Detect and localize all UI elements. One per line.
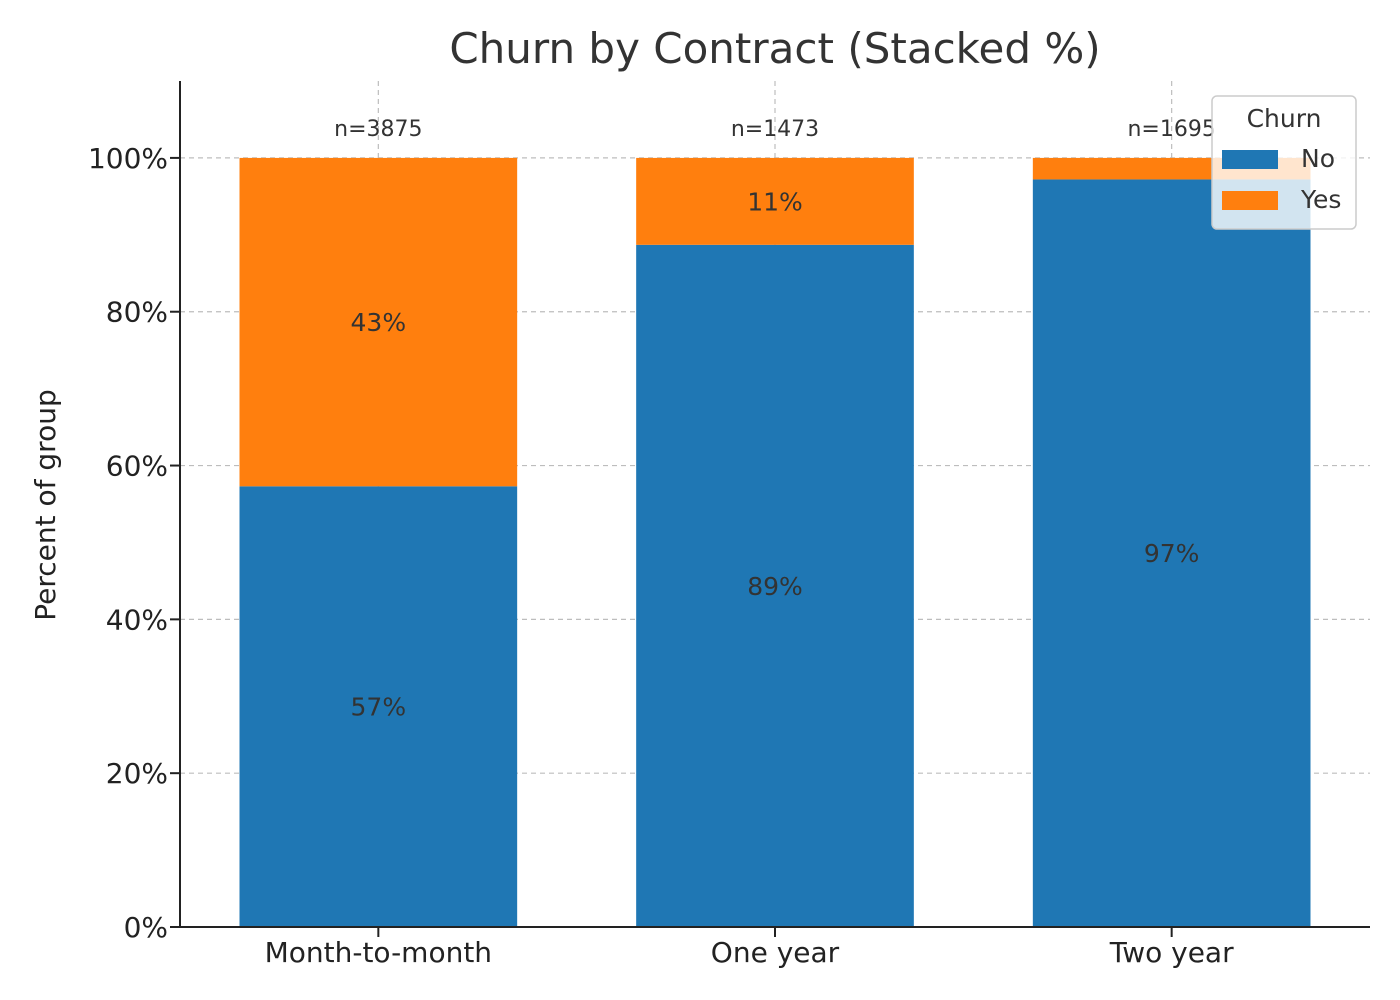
legend-swatch-yes xyxy=(1222,191,1278,210)
legend-swatch-no xyxy=(1222,150,1278,169)
y-tick-label: 100% xyxy=(88,142,168,175)
legend-title: Churn xyxy=(1247,104,1322,133)
y-tick-label: 0% xyxy=(124,911,168,944)
bar-value-label: 97% xyxy=(1144,539,1200,568)
legend-entry-yes: Yes xyxy=(1300,185,1341,214)
bar-segment-yes xyxy=(636,157,914,245)
bar-segment-no xyxy=(239,486,518,927)
x-tick-label: Month-to-month xyxy=(265,936,492,969)
axes: 0% 20% 40% 60% 80% 100% Month-to-month One year… xyxy=(88,81,1370,969)
x-tick-label: Two year xyxy=(1109,936,1234,969)
y-axis-label: Percent of group xyxy=(29,389,62,620)
y-tick-label: 20% xyxy=(106,757,168,790)
bar-labels: 57% 43% n=3875 89% 11% n=1473 97% n=1695 xyxy=(334,117,1216,722)
group-count-label: n=3875 xyxy=(334,117,422,142)
legend-entry-no: No xyxy=(1301,144,1335,173)
bar-value-label: 89% xyxy=(747,572,803,601)
y-tick-label: 60% xyxy=(106,450,168,483)
bar-segment-no xyxy=(1032,179,1311,928)
bar-value-label: 57% xyxy=(351,693,407,722)
x-tick-label: One year xyxy=(711,936,840,969)
group-count-label: n=1695 xyxy=(1127,117,1215,142)
bar-value-label: 11% xyxy=(747,187,803,216)
legend: Churn No Yes xyxy=(1211,95,1357,230)
y-tick-label: 80% xyxy=(106,296,168,329)
chart-title: Churn by Contract (Stacked %) xyxy=(449,24,1100,73)
group-count-label: n=1473 xyxy=(731,117,819,142)
y-tick-label: 40% xyxy=(106,603,168,636)
bar-segment-yes xyxy=(239,157,518,487)
bar-value-label: 43% xyxy=(351,308,407,337)
bar-segment-no xyxy=(636,244,914,928)
